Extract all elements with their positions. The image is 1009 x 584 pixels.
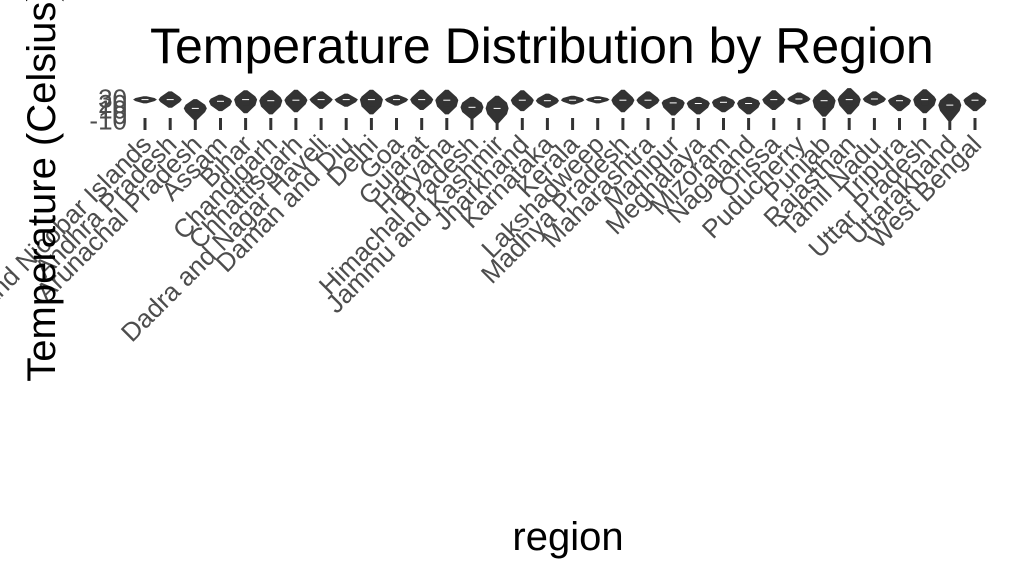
violin-group: [737, 96, 761, 115]
violin-group: [410, 89, 434, 110]
violin-group: [611, 89, 635, 113]
box-iqr: [820, 97, 828, 108]
violin-group: [133, 96, 157, 104]
box-iqr: [845, 96, 853, 106]
box-iqr: [971, 98, 979, 104]
box-iqr: [443, 97, 451, 107]
box-iqr: [418, 97, 426, 103]
violin-group: [435, 89, 459, 115]
violin-group: [309, 91, 333, 109]
violin-group: [158, 91, 182, 108]
box-iqr: [367, 96, 375, 107]
violin-group: [862, 91, 887, 106]
box-iqr: [217, 99, 224, 105]
box-iqr: [267, 97, 275, 107]
box-iqr: [242, 96, 250, 106]
box-iqr: [896, 99, 903, 104]
violin-group: [560, 95, 585, 105]
y-tick-label: 20: [98, 89, 127, 119]
violin-group: [963, 92, 987, 112]
plot-area: [133, 88, 987, 124]
violin-group: [284, 89, 308, 113]
violin-group: [711, 96, 736, 113]
y-axis-title: Temperature (Celsius): [20, 0, 64, 382]
box-iqr: [720, 100, 727, 107]
box-iqr: [946, 100, 954, 111]
chart-title: Temperature Distribution by Region: [150, 18, 934, 74]
violin-group: [460, 96, 484, 119]
y-tick-label: 0: [113, 100, 127, 130]
box-iqr: [694, 101, 702, 108]
box-iqr: [669, 100, 677, 108]
y-tick-label: 10: [98, 95, 127, 125]
violin-group: [183, 99, 207, 120]
violin-group: [787, 92, 811, 105]
violin-group: [837, 88, 861, 115]
y-tick-label: -10: [89, 106, 127, 136]
box-iqr: [921, 96, 929, 106]
violin-group: [812, 89, 836, 117]
violin-group: [661, 96, 685, 116]
box-iqr: [518, 98, 526, 104]
violin-group: [887, 94, 912, 112]
box-iqr: [770, 98, 778, 103]
violin-group: [686, 96, 710, 115]
violin-group: [636, 91, 660, 109]
y-tick-label: 30: [98, 84, 127, 114]
violin-group: [485, 95, 509, 124]
violin-group: [535, 93, 560, 108]
x-axis-title: region: [512, 515, 623, 559]
box-iqr: [342, 98, 350, 102]
violin-group: [234, 90, 258, 114]
violin-group: [510, 90, 534, 112]
violin-group: [762, 90, 786, 110]
violin-group: [938, 93, 962, 121]
violin-group: [585, 96, 610, 104]
violin-group: [913, 89, 937, 114]
violin-group: [384, 94, 409, 106]
violin-group: [208, 94, 233, 112]
violin-group: [334, 93, 358, 107]
violin-group: [259, 90, 283, 115]
violin-group: [359, 89, 383, 115]
